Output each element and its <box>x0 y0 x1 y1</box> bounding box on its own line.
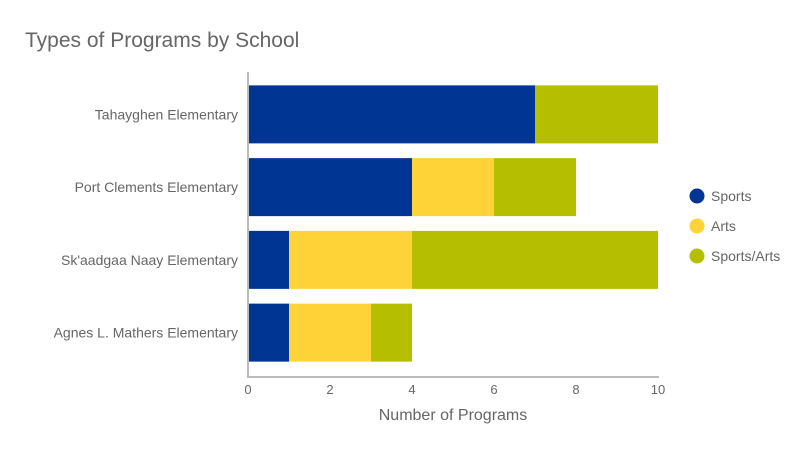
legend-label: Sports/Arts <box>711 248 780 264</box>
category-label: Sk'aadgaa Naay Elementary <box>61 252 238 268</box>
legend-marker-icon <box>689 188 705 204</box>
x-tick-label: 0 <box>244 382 251 397</box>
bar-segment-arts <box>412 158 494 217</box>
category-label: Agnes L. Mathers Elementary <box>54 325 238 341</box>
legend-label: Arts <box>711 218 736 234</box>
bar-segment-sports <box>248 158 412 217</box>
x-tick-label: 4 <box>408 382 415 397</box>
x-tick-label: 8 <box>572 382 579 397</box>
chart-title: Types of Programs by School <box>25 29 299 52</box>
x-axis-label: Number of Programs <box>379 407 528 424</box>
x-tick-label: 10 <box>651 382 665 397</box>
bar-segment-arts <box>289 230 412 289</box>
bar-segment-arts <box>289 303 371 362</box>
bar-segment-sports-arts <box>535 85 658 144</box>
category-label: Tahayghen Elementary <box>95 106 238 122</box>
x-tick-label: 6 <box>490 382 497 397</box>
legend: Sports Arts Sports/Arts <box>689 188 780 264</box>
bar-segment-sports-arts <box>412 230 658 289</box>
bar-segment-sports-arts <box>371 303 412 362</box>
bar-segment-sports <box>248 230 289 289</box>
bar-segment-sports <box>248 85 535 144</box>
legend-marker-icon <box>689 248 705 264</box>
category-labels: Tahayghen Elementary Port Clements Elemen… <box>54 106 238 340</box>
bar-segment-sports-arts <box>494 158 576 217</box>
bar-segment-sports <box>248 303 289 362</box>
category-label: Port Clements Elementary <box>75 179 238 195</box>
x-tick-label: 2 <box>326 382 333 397</box>
legend-marker-icon <box>689 218 705 234</box>
bars-group <box>248 85 658 362</box>
legend-label: Sports <box>711 188 751 204</box>
x-tick-labels: 0 2 4 6 8 10 <box>244 382 665 397</box>
